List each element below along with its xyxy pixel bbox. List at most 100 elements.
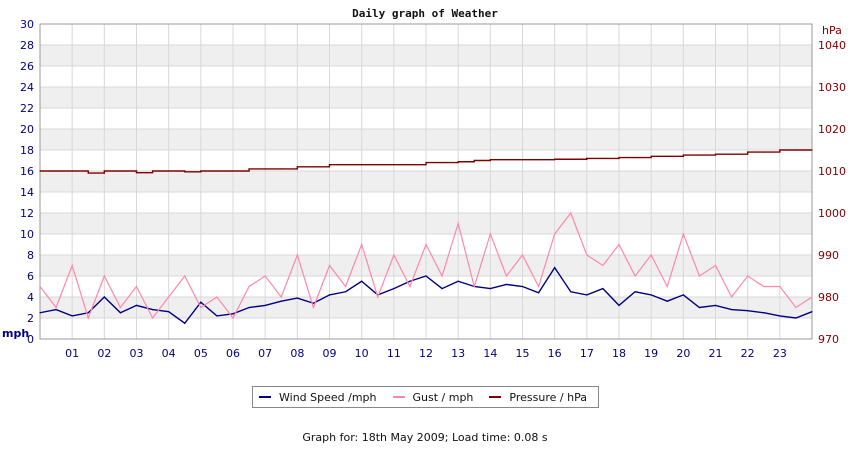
data-point (312, 302, 315, 304)
data-point (570, 212, 572, 214)
data-point (55, 309, 57, 311)
data-point (119, 170, 122, 172)
data-point (602, 288, 604, 290)
x-tick-label: 19 (644, 347, 658, 360)
data-point (763, 312, 765, 314)
data-point (425, 243, 427, 246)
data-point (570, 291, 572, 293)
data-point (763, 285, 765, 288)
left-tick-label: 20 (20, 123, 34, 136)
data-point (489, 233, 491, 235)
data-point (811, 149, 813, 151)
data-point (87, 317, 89, 319)
gust-swatch (392, 396, 405, 398)
data-point (425, 275, 427, 277)
data-point (312, 166, 315, 168)
data-point (296, 166, 298, 168)
right-tick-label: 1010 (818, 165, 846, 178)
left-tick-label: 2 (27, 312, 34, 325)
x-tick-label: 23 (773, 347, 787, 360)
data-point (730, 153, 733, 155)
chart-title: Daily graph of Weather (352, 7, 498, 20)
legend-item-pressure: Pressure / hPa (489, 391, 587, 404)
right-axis-unit: hPa (822, 24, 842, 37)
data-point (602, 157, 604, 159)
data-point (634, 156, 636, 159)
data-point (489, 159, 491, 161)
x-tick-label: 06 (226, 347, 240, 360)
legend-item-wind: Wind Speed /mph (259, 391, 377, 404)
data-point (151, 317, 154, 319)
data-point (505, 275, 508, 277)
weather-chart: Daily graph of Weather 02468101214161820… (2, 7, 846, 360)
data-point (39, 285, 41, 288)
data-point (554, 267, 556, 269)
x-tick-label: 22 (741, 347, 755, 360)
data-point (634, 291, 636, 293)
data-point (393, 254, 395, 256)
plot-frame (39, 23, 813, 340)
x-tick-label: 11 (387, 347, 401, 360)
x-tick-label: 21 (709, 347, 723, 360)
data-point (602, 264, 604, 267)
data-point (151, 309, 154, 311)
x-tick-label: 18 (612, 347, 626, 360)
left-tick-label: 8 (27, 249, 34, 262)
data-point (248, 285, 250, 288)
data-point (393, 288, 395, 290)
x-tick-label: 12 (419, 347, 433, 360)
data-point (216, 296, 218, 298)
data-point (698, 306, 701, 309)
data-point (457, 280, 459, 282)
data-point (473, 285, 475, 288)
data-point (168, 296, 170, 298)
data-point (537, 285, 540, 288)
data-point (650, 155, 652, 157)
data-point (280, 296, 282, 298)
data-point (135, 304, 138, 306)
data-point (521, 159, 524, 161)
data-point (457, 161, 459, 163)
x-tick-label: 08 (290, 347, 304, 360)
data-point (730, 296, 733, 298)
right-tick-label: 1000 (818, 207, 846, 220)
data-point (344, 285, 347, 288)
data-point (537, 292, 540, 294)
data-point (618, 156, 620, 159)
data-point (103, 296, 105, 298)
data-point (441, 162, 443, 164)
legend-gust-label: Gust / mph (412, 390, 474, 404)
data-point (264, 304, 266, 306)
left-tick-label: 30 (20, 18, 34, 31)
data-point (87, 312, 89, 314)
right-tick-label: 1030 (818, 81, 846, 94)
left-tick-label: 24 (20, 81, 34, 94)
data-point (328, 294, 331, 296)
left-tick-label: 28 (20, 39, 34, 52)
x-tick-label: 13 (451, 347, 465, 360)
right-tick-label: 980 (818, 291, 839, 304)
data-point (216, 315, 218, 317)
data-point (264, 168, 266, 170)
data-point (650, 254, 652, 256)
data-point (441, 288, 443, 290)
left-axis-unit: mph (2, 327, 29, 340)
data-point (795, 149, 797, 151)
data-point (328, 264, 331, 267)
data-point (795, 317, 797, 319)
data-point (779, 285, 781, 288)
data-point (248, 168, 250, 170)
data-point (71, 170, 73, 172)
data-point (71, 315, 73, 317)
left-tick-label: 12 (20, 207, 34, 220)
data-point (747, 310, 749, 312)
data-point (457, 222, 459, 225)
x-tick-label: 15 (516, 347, 530, 360)
data-point (682, 154, 684, 156)
right-tick-label: 1040 (818, 39, 846, 52)
data-point (811, 311, 813, 313)
data-point (441, 275, 443, 277)
data-point (87, 172, 89, 174)
data-point (39, 170, 41, 172)
data-point (361, 280, 363, 282)
